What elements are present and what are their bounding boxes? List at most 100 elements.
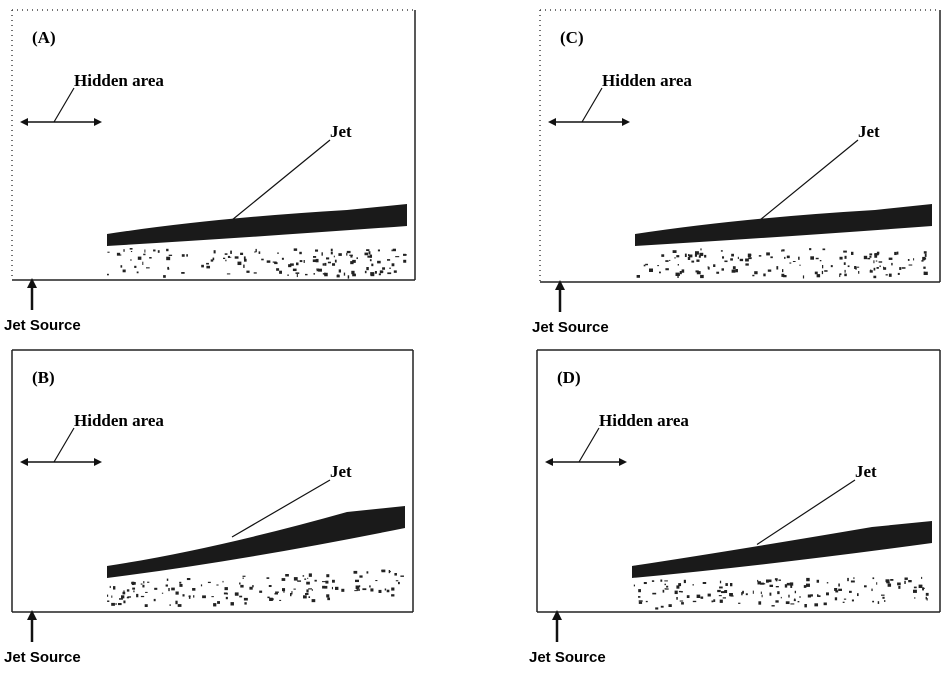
spray-dot — [757, 581, 761, 585]
spray-dot — [171, 587, 175, 591]
spray-dot — [274, 593, 279, 595]
spray-dot — [678, 590, 682, 593]
spray-dot — [359, 575, 363, 578]
spray-dot — [132, 587, 136, 590]
jet-source-label: Jet Source — [4, 317, 81, 334]
spray-dot — [878, 261, 883, 263]
spray-dot — [116, 252, 121, 256]
spray-dot — [830, 265, 833, 268]
spray-dot — [144, 249, 146, 253]
spray-dot — [745, 593, 748, 596]
spray-dot — [146, 267, 150, 269]
spray-dot — [327, 597, 331, 601]
spray-dot — [844, 255, 847, 259]
spray-dot — [403, 259, 407, 263]
spray-dot — [226, 273, 231, 275]
spray-dot — [677, 264, 679, 266]
spray-dot — [316, 268, 320, 270]
spray-dot — [784, 584, 788, 588]
spray-dot — [807, 594, 811, 598]
spray-dot — [223, 257, 226, 260]
spray-dot — [675, 272, 680, 276]
spray-dot — [364, 270, 367, 274]
spray-dot — [123, 590, 125, 594]
spray-dot — [731, 253, 734, 257]
spray-dot — [216, 584, 219, 586]
spray-dot — [761, 594, 763, 598]
spray-dot — [129, 248, 133, 250]
spray-dot — [201, 264, 204, 268]
spray-dot — [391, 249, 393, 252]
arrow-head — [552, 610, 562, 620]
spray-dot — [394, 573, 397, 576]
spray-dot — [864, 585, 867, 588]
spray-dot — [387, 259, 391, 261]
spray-dot — [763, 273, 766, 277]
spray-dot — [810, 594, 813, 597]
spray-dot — [326, 574, 330, 578]
spray-dot — [288, 264, 292, 268]
spray-dot — [876, 251, 880, 255]
spray-dot — [713, 264, 716, 267]
spray-dot — [771, 605, 775, 607]
spray-dot — [869, 255, 872, 258]
spray-dot — [781, 273, 785, 277]
spray-dot — [665, 588, 669, 590]
spray-dot — [683, 579, 686, 584]
spray-dot — [175, 600, 178, 605]
spray-dot — [655, 607, 659, 610]
spray-dot — [275, 591, 279, 593]
spray-dot — [719, 599, 723, 603]
spray-dot — [177, 604, 182, 607]
spray-dot — [918, 584, 923, 589]
spray-dot — [792, 261, 796, 263]
spray-dot — [687, 256, 691, 260]
spray-dot — [334, 259, 337, 263]
spray-dot — [243, 597, 248, 601]
spray-dot — [327, 261, 331, 264]
spray-dot — [692, 584, 694, 586]
spray-dot — [252, 585, 254, 588]
spray-dot — [293, 248, 298, 251]
spray-dot — [366, 267, 369, 271]
spray-dot — [780, 596, 782, 599]
spray-dot — [382, 267, 386, 270]
spray-dot — [109, 585, 111, 589]
spray-dot — [377, 260, 381, 264]
spray-dot — [285, 574, 289, 577]
spray-dot — [299, 251, 302, 255]
spray-dot — [676, 255, 680, 258]
spray-dot — [121, 595, 125, 599]
spray-dot — [729, 593, 733, 597]
spray-dot — [346, 250, 351, 254]
spray-dot — [881, 594, 885, 596]
spray-dot — [303, 595, 307, 599]
spray-dot — [393, 270, 397, 273]
spray-dot — [680, 591, 683, 593]
spray-dot — [395, 580, 399, 582]
spray-dot — [782, 269, 784, 273]
spray-dot — [142, 261, 144, 265]
spray-dot — [908, 264, 913, 266]
spray-dot — [343, 272, 346, 276]
spray-dot — [633, 584, 636, 587]
spray-dot — [873, 260, 875, 264]
spray-dot — [307, 577, 309, 579]
spray-dot — [137, 256, 142, 260]
spray-dot — [225, 596, 228, 600]
spray-dot — [662, 589, 665, 593]
spray-dot — [739, 258, 744, 262]
spray-dot — [806, 577, 810, 582]
spray-dot — [672, 250, 677, 253]
spray-dot — [240, 584, 244, 588]
jet-body — [107, 204, 407, 246]
leader-line — [759, 139, 859, 221]
jet-label: Jet — [330, 462, 352, 481]
spray-dot — [886, 581, 890, 584]
spray-dot — [244, 602, 247, 605]
spray-dot — [354, 590, 358, 592]
spray-dot — [123, 249, 125, 252]
spray-dot — [768, 579, 772, 583]
spray-dot — [296, 273, 298, 278]
